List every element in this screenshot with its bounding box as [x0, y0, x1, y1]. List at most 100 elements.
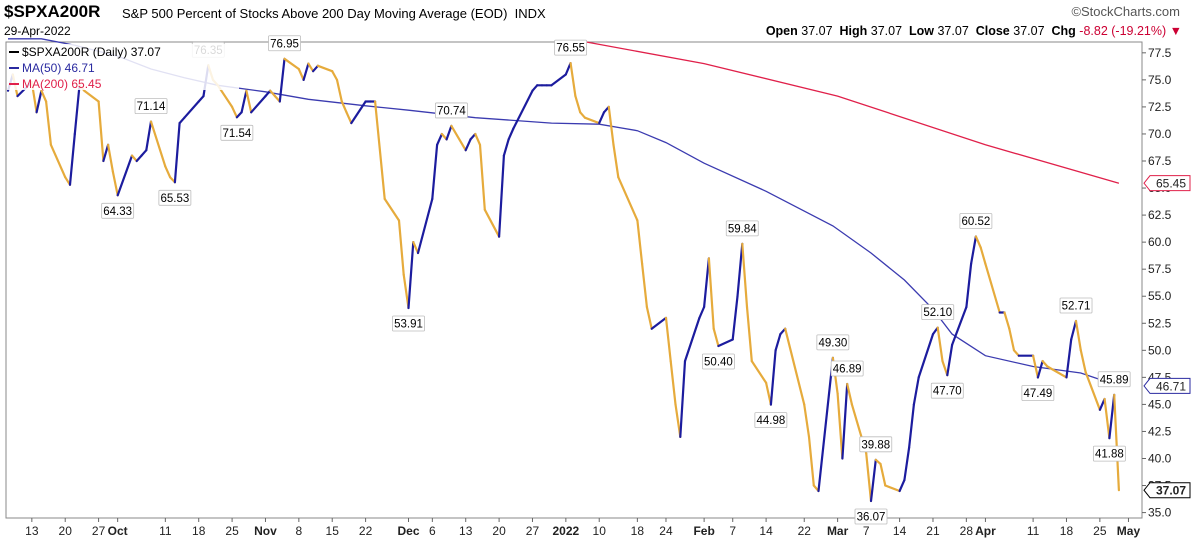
- data-label-box: [101, 202, 135, 219]
- price-line-segment: [483, 208, 501, 238]
- price-line-segment: [68, 132, 76, 186]
- price-line-segment: [803, 403, 811, 438]
- price-line-segment: [865, 452, 873, 503]
- data-label-box: [959, 213, 993, 229]
- data-label-box: [1097, 371, 1131, 388]
- price-line-segment: [583, 116, 601, 125]
- y-tick-label: 70.0: [1148, 127, 1172, 141]
- price-line-segment: [316, 64, 334, 73]
- price-line-segment: [531, 84, 539, 92]
- price-line-segment: [445, 124, 453, 141]
- legend-entry: MA(50) 46.71: [22, 61, 95, 75]
- x-tick-label: 28: [960, 524, 974, 538]
- price-line-segment: [912, 376, 920, 406]
- price-line-segment: [412, 241, 420, 255]
- price-line-segment: [984, 262, 1001, 314]
- down-arrow-icon: ▼: [1169, 24, 1182, 38]
- axis-marker-label: 65.45: [1156, 177, 1186, 191]
- price-line-segment: [741, 242, 749, 309]
- chart-description: S&P 500 Percent of Stocks Above 200 Day …: [122, 6, 546, 21]
- price-line-segment: [97, 100, 105, 163]
- data-label-box: [754, 412, 788, 429]
- x-tick-label: 27: [92, 524, 106, 538]
- data-label: 47.70: [933, 386, 962, 398]
- price-line-segment: [950, 305, 968, 346]
- axis-marker-box: [1143, 377, 1191, 394]
- price-line-segment: [736, 242, 744, 298]
- data-label: 41.88: [1095, 449, 1124, 461]
- price-line-segment: [640, 262, 649, 309]
- price-line-segment: [302, 62, 310, 82]
- y-tick-label: 67.5: [1148, 154, 1172, 168]
- open-value: 37.07: [801, 24, 833, 38]
- price-line-segment: [1036, 360, 1044, 379]
- price-line-segment: [664, 316, 672, 363]
- price-line-segment: [116, 154, 134, 197]
- price-line-segment: [307, 62, 315, 73]
- price-line-segment: [941, 360, 949, 377]
- price-line-segment: [312, 64, 319, 73]
- high-value: 37.07: [870, 24, 903, 38]
- price-line-segment: [674, 403, 682, 438]
- price-line-segment: [235, 111, 243, 119]
- symbol-title: $SPXA200R: [4, 2, 101, 21]
- y-tick-label: 50.0: [1148, 343, 1172, 357]
- x-tick-label: Dec: [397, 524, 419, 538]
- price-line-segment: [712, 327, 720, 348]
- price-line-segment: [178, 116, 186, 125]
- price-line-segment: [416, 197, 434, 255]
- data-label-box: [830, 360, 864, 377]
- x-tick-label: 18: [192, 524, 206, 538]
- x-tick-label: 11: [1027, 524, 1040, 538]
- price-line-segment: [164, 165, 172, 179]
- data-label-box: [158, 189, 192, 206]
- brand-watermark[interactable]: ©StockCharts.com: [1071, 4, 1180, 19]
- data-label: 52.10: [923, 307, 952, 319]
- data-label: 65.53: [160, 193, 189, 205]
- price-line-segment: [969, 235, 978, 265]
- x-tick-label: 13: [459, 524, 473, 538]
- price-line-segment: [35, 89, 43, 114]
- data-label: 45.89: [1100, 374, 1129, 386]
- price-line-segment: [44, 100, 53, 146]
- price-line-segment: [717, 338, 734, 348]
- price-line-segment: [250, 94, 267, 114]
- x-tick-label: 15: [326, 524, 340, 538]
- data-label-box: [930, 382, 964, 399]
- price-line-segment: [350, 100, 367, 125]
- price-line-segment: [278, 57, 286, 103]
- price-line-segment: [569, 61, 577, 98]
- price-line-segment: [617, 176, 639, 222]
- data-label-box: [1092, 445, 1126, 462]
- price-line-segment: [645, 305, 653, 330]
- price-line-segment: [502, 138, 510, 157]
- price-line-segment: [145, 120, 153, 152]
- price-line-segment: [784, 327, 806, 406]
- price-line-segment: [879, 462, 887, 487]
- x-tick-label: May: [1117, 524, 1141, 538]
- x-tick-label: 6: [429, 524, 436, 538]
- price-line-segment: [331, 70, 339, 82]
- price-line-segment: [745, 305, 753, 363]
- price-line-segment: [498, 154, 505, 238]
- price-line-segment: [1070, 319, 1078, 341]
- price-line-segment: [397, 219, 405, 276]
- data-label-box: [268, 35, 301, 52]
- x-tick-label: 13: [25, 524, 39, 538]
- price-line-segment: [49, 143, 67, 179]
- ohlc-readout: Open 37.07 High 37.07 Low 37.07 Close 37…: [766, 24, 1182, 38]
- y-tick-label: 40.0: [1148, 452, 1172, 466]
- price-line-segment: [374, 100, 386, 200]
- price-line-segment: [1074, 319, 1082, 352]
- y-tick-label: 35.0: [1148, 506, 1172, 520]
- price-line-segment: [1079, 349, 1087, 374]
- price-line-segment: [1103, 397, 1111, 440]
- price-line-segment: [297, 67, 305, 82]
- axes-group: 35.037.540.042.545.047.550.052.555.057.5…: [25, 46, 1191, 538]
- price-line-segment: [807, 435, 815, 487]
- axis-marker-box: [1143, 175, 1191, 192]
- price-line-segment: [130, 154, 138, 163]
- price-line-segment: [264, 89, 272, 98]
- price-line-segment: [669, 360, 677, 406]
- y-tick-label: 42.5: [1148, 424, 1172, 438]
